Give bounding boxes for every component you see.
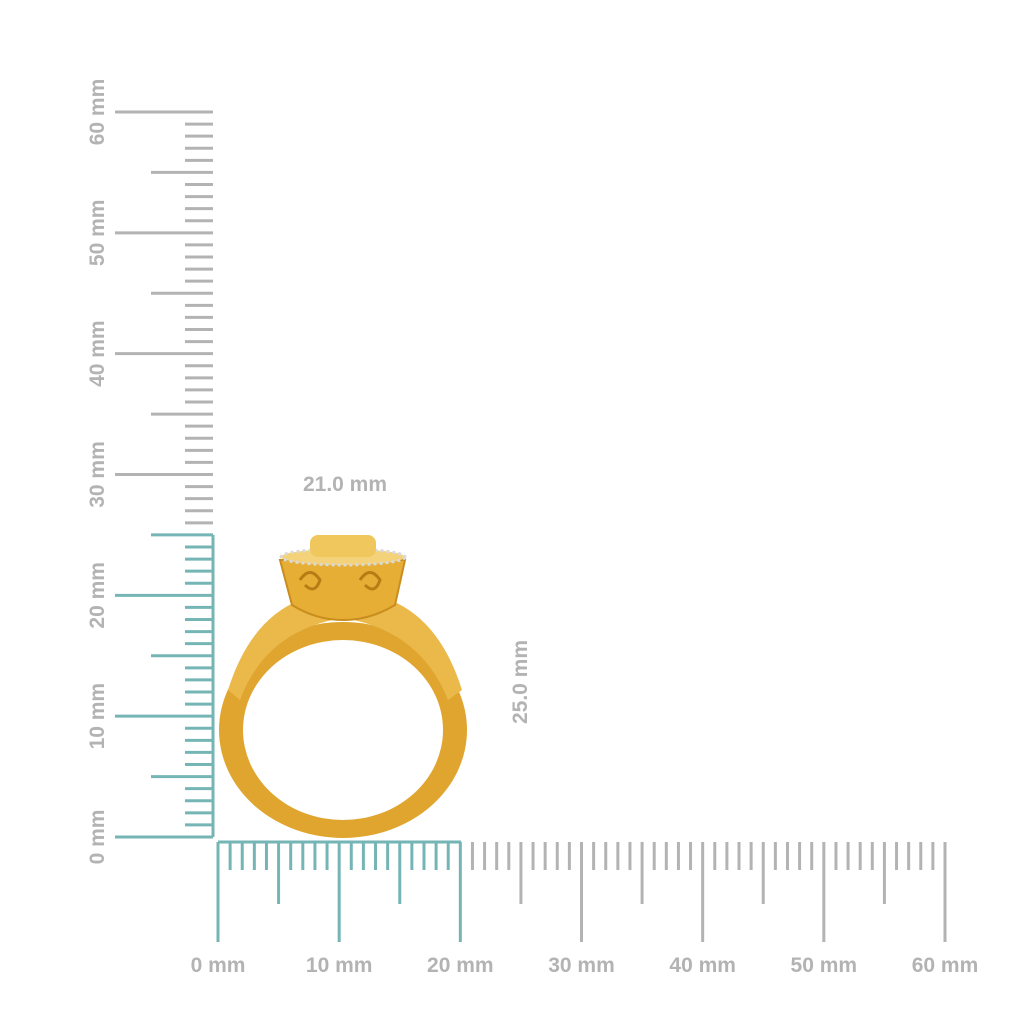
ruler-label: 20 mm [427,954,494,977]
ruler-label: 60 mm [912,954,979,977]
ruler-label: 10 mm [86,683,109,750]
width-label: 21.0 mm [303,473,387,496]
ruler-label: 0 mm [86,810,109,865]
ruler-label: 60 mm [86,79,109,146]
horizontal-ruler: 0 mm 10 mm 20 mm 30 mm 40 mm 50 mm 60 mm [191,840,979,977]
ruler-label: 20 mm [86,562,109,629]
ruler-label: 30 mm [86,441,109,508]
ruler-label: 40 mm [669,954,736,977]
ruler-label: 10 mm [306,954,373,977]
ruler-label: 0 mm [191,954,246,977]
vertical-ruler: 0 mm 10 mm 20 mm 30 mm 40 mm 50 mm 60 mm [86,79,215,865]
height-label: 25.0 mm [509,640,532,724]
ruler-label: 40 mm [86,320,109,387]
ring [219,535,467,838]
ruler-label: 50 mm [86,200,109,267]
ruler-label: 30 mm [548,954,615,977]
ruler-label: 50 mm [791,954,858,977]
